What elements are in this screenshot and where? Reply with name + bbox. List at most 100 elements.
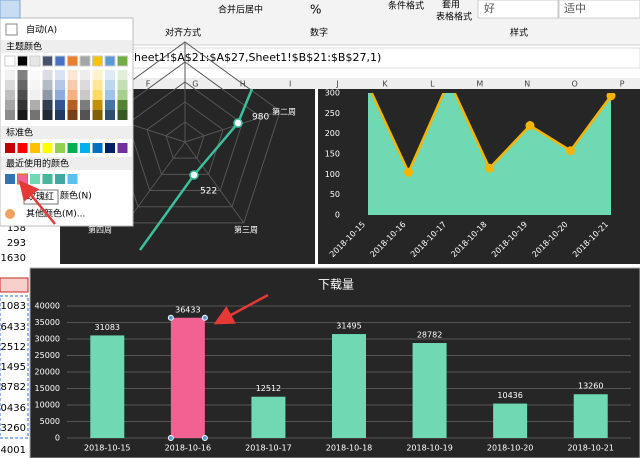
y-tick-label: 20000 bbox=[35, 368, 60, 377]
swatch[interactable] bbox=[80, 110, 90, 120]
section-bg bbox=[1, 126, 132, 139]
swatch[interactable] bbox=[80, 70, 90, 80]
swatch[interactable] bbox=[79, 55, 91, 67]
button[interactable]: 条件格式 bbox=[388, 0, 424, 12]
swatch[interactable] bbox=[42, 55, 53, 67]
swatch[interactable] bbox=[29, 55, 41, 67]
swatch[interactable] bbox=[92, 80, 103, 90]
swatch[interactable] bbox=[67, 143, 78, 153]
swatch[interactable] bbox=[4, 55, 16, 67]
swatch[interactable] bbox=[17, 55, 28, 67]
swatch[interactable] bbox=[67, 174, 78, 184]
menu-text[interactable]: 自动(A) bbox=[26, 24, 57, 36]
swatch[interactable] bbox=[80, 90, 90, 100]
swatch[interactable] bbox=[5, 80, 15, 90]
swatch[interactable] bbox=[42, 80, 53, 90]
swatch[interactable] bbox=[30, 143, 40, 153]
swatch[interactable] bbox=[55, 80, 65, 90]
swatch[interactable] bbox=[30, 80, 40, 90]
swatch[interactable] bbox=[30, 90, 40, 100]
swatch[interactable] bbox=[17, 100, 28, 110]
swatch[interactable] bbox=[105, 110, 115, 120]
swatch[interactable] bbox=[42, 90, 53, 100]
swatch[interactable] bbox=[92, 100, 103, 110]
radar-point bbox=[189, 170, 199, 180]
swatch[interactable] bbox=[55, 110, 65, 120]
swatch[interactable] bbox=[5, 100, 15, 110]
style-neutral[interactable]: 适中 bbox=[564, 2, 586, 15]
swatch[interactable] bbox=[92, 55, 103, 67]
swatch[interactable] bbox=[105, 90, 115, 100]
y-tick-label: 250 bbox=[325, 109, 340, 118]
formula[interactable]: heet1!$A$21:$A$27,Sheet1!$B$21:$B$27,1) bbox=[134, 51, 381, 64]
menu-text[interactable]: 其他颜色(M)... bbox=[26, 208, 85, 220]
swatch[interactable] bbox=[105, 80, 115, 90]
swatch[interactable] bbox=[55, 143, 65, 153]
swatch[interactable] bbox=[92, 90, 103, 100]
style-cell[interactable] bbox=[558, 0, 640, 19]
swatch[interactable] bbox=[30, 174, 40, 184]
swatch[interactable] bbox=[55, 70, 65, 80]
swatch[interactable] bbox=[5, 70, 15, 80]
swatch[interactable] bbox=[117, 100, 128, 110]
selection-handle bbox=[167, 314, 174, 321]
swatch[interactable] bbox=[55, 100, 65, 110]
swatch[interactable] bbox=[17, 173, 28, 185]
swatch[interactable] bbox=[67, 80, 78, 90]
swatch[interactable] bbox=[5, 90, 15, 100]
swatch[interactable] bbox=[55, 174, 65, 184]
swatch[interactable] bbox=[67, 100, 78, 110]
swatch[interactable] bbox=[42, 110, 53, 120]
swatch[interactable] bbox=[117, 55, 128, 67]
swatch[interactable] bbox=[117, 90, 128, 100]
swatch[interactable] bbox=[105, 100, 115, 110]
column-header: O bbox=[571, 80, 577, 89]
swatch[interactable] bbox=[117, 143, 128, 153]
point bbox=[606, 93, 616, 101]
swatch[interactable] bbox=[5, 110, 15, 120]
swatch[interactable] bbox=[42, 100, 53, 110]
swatch[interactable] bbox=[5, 174, 15, 184]
style-cell[interactable] bbox=[477, 0, 559, 19]
swatch[interactable] bbox=[117, 110, 128, 120]
swatch[interactable] bbox=[17, 70, 28, 80]
button[interactable]: 套用 bbox=[442, 0, 460, 11]
menu-text[interactable]: 颜色(N) bbox=[60, 190, 92, 202]
swatch[interactable] bbox=[67, 70, 78, 80]
swatch[interactable] bbox=[117, 80, 128, 90]
section-bg bbox=[1, 40, 132, 53]
formula-bar[interactable] bbox=[0, 47, 640, 69]
style-good[interactable]: 好 bbox=[484, 1, 495, 15]
x-tick-label: 2018-10-17 bbox=[245, 444, 292, 453]
swatch[interactable] bbox=[105, 70, 115, 80]
swatch[interactable] bbox=[67, 90, 78, 100]
swatch[interactable] bbox=[17, 90, 28, 100]
swatch[interactable] bbox=[54, 55, 66, 67]
swatch[interactable] bbox=[30, 70, 40, 80]
swatch[interactable] bbox=[30, 100, 40, 110]
swatch[interactable] bbox=[92, 110, 103, 120]
swatch[interactable] bbox=[80, 80, 90, 90]
swatch[interactable] bbox=[30, 110, 40, 120]
swatch[interactable] bbox=[17, 80, 28, 90]
swatch[interactable] bbox=[105, 143, 115, 153]
swatch[interactable] bbox=[117, 70, 128, 80]
swatch[interactable] bbox=[17, 143, 28, 153]
swatch[interactable] bbox=[42, 70, 53, 80]
button[interactable]: 合并后居中 bbox=[218, 4, 263, 16]
button[interactable]: 表格格式 bbox=[436, 11, 472, 23]
button[interactable]: % bbox=[310, 3, 321, 17]
swatch[interactable] bbox=[42, 143, 53, 153]
swatch[interactable] bbox=[17, 110, 28, 120]
swatch[interactable] bbox=[80, 143, 90, 153]
swatch[interactable] bbox=[55, 90, 65, 100]
swatch[interactable] bbox=[104, 55, 116, 67]
swatch[interactable] bbox=[67, 110, 78, 120]
swatch[interactable] bbox=[42, 174, 53, 184]
swatch[interactable] bbox=[92, 143, 103, 153]
swatch[interactable] bbox=[80, 100, 90, 110]
swatch[interactable] bbox=[92, 70, 103, 80]
swatch[interactable] bbox=[67, 55, 78, 67]
swatch[interactable] bbox=[5, 143, 15, 153]
